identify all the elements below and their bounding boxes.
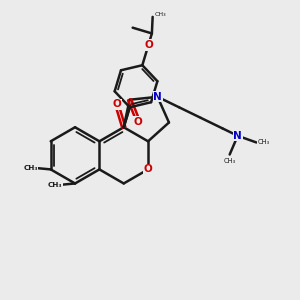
Text: N: N (233, 131, 242, 141)
Text: CH₃: CH₃ (258, 140, 270, 146)
Text: CH₃: CH₃ (23, 165, 38, 171)
Text: O: O (134, 117, 143, 127)
Text: N: N (153, 92, 162, 102)
Text: O: O (112, 99, 121, 109)
Text: CH₃: CH₃ (48, 182, 62, 188)
Text: CH₃: CH₃ (224, 158, 236, 164)
Text: CH₃: CH₃ (155, 12, 167, 17)
Text: O: O (144, 40, 153, 50)
Text: O: O (144, 164, 152, 174)
